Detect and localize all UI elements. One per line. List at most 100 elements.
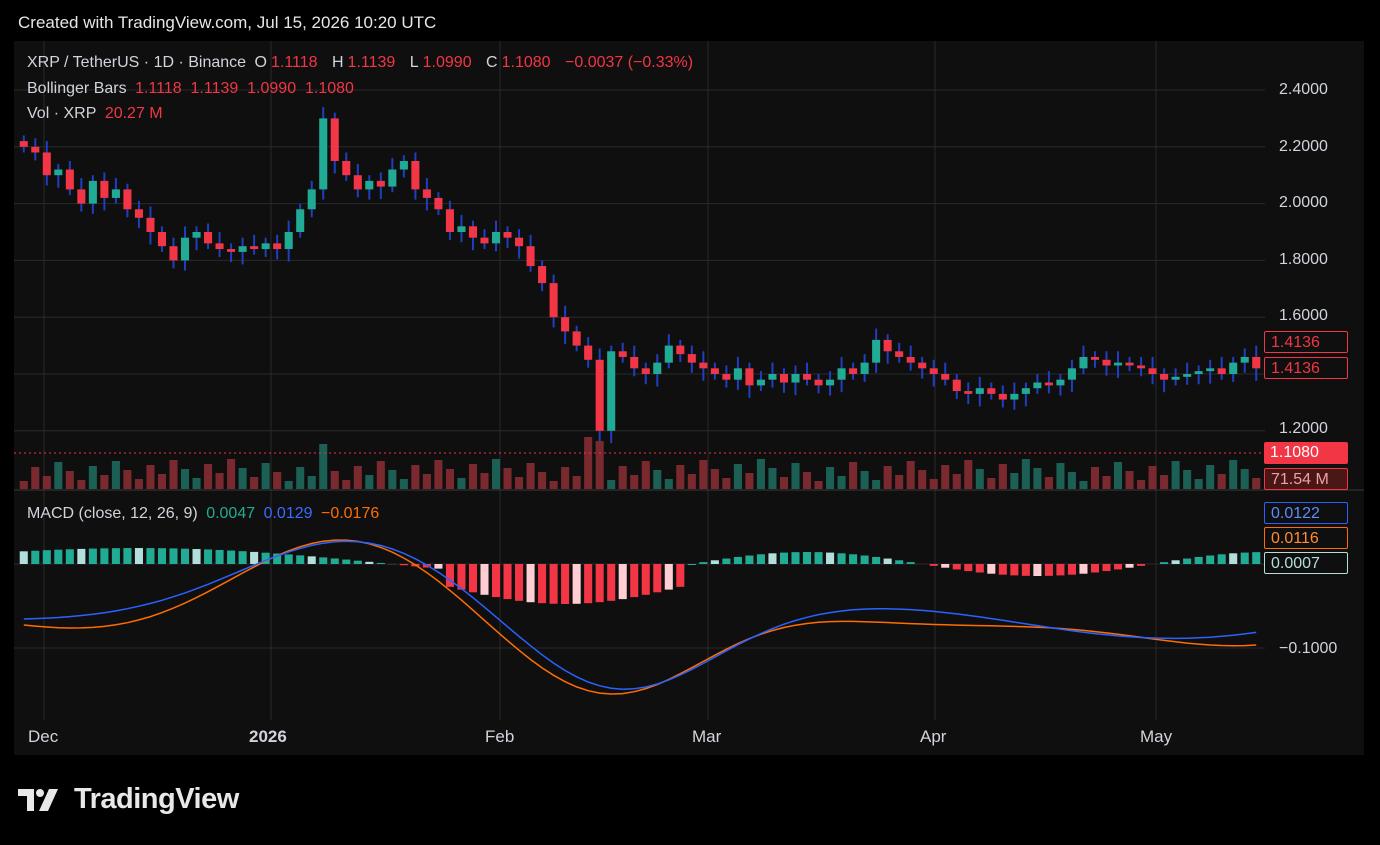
volume-bar bbox=[1113, 462, 1123, 489]
created-line: Created with TradingView.com, Jul 15, 20… bbox=[18, 13, 437, 32]
time-label-may: May bbox=[1140, 727, 1173, 746]
volume-bar bbox=[503, 468, 512, 489]
macd-histogram-bar bbox=[515, 564, 524, 601]
macd-histogram-bar bbox=[595, 564, 604, 603]
volume-bar bbox=[19, 481, 28, 489]
macd-histogram-bar bbox=[480, 564, 489, 595]
volume-bar bbox=[1183, 470, 1192, 489]
volume-bar bbox=[1137, 480, 1146, 489]
candle-body bbox=[1044, 382, 1053, 386]
volume-bar bbox=[756, 459, 765, 489]
volume-bar bbox=[722, 478, 731, 489]
volume-bar bbox=[261, 463, 270, 489]
macd-histogram-bar bbox=[779, 552, 789, 564]
macd-histogram-bar bbox=[975, 564, 984, 573]
candle-body bbox=[814, 379, 823, 386]
volume-bar bbox=[872, 480, 881, 489]
candle-body bbox=[918, 362, 927, 369]
volume-bar bbox=[699, 460, 708, 489]
macd-histogram-bar bbox=[1217, 554, 1226, 564]
volume-bar bbox=[1217, 474, 1226, 489]
volume-bar bbox=[860, 471, 869, 489]
bb-lower-tag: 1.4136 bbox=[1264, 357, 1348, 379]
macd-histogram-bar bbox=[561, 564, 570, 604]
candle-body bbox=[192, 232, 201, 238]
macd-histogram-bar bbox=[826, 552, 835, 564]
macd-histogram-bar bbox=[607, 564, 616, 601]
candle-body bbox=[54, 169, 63, 176]
price-label-2.4: 2.4000 bbox=[1279, 81, 1328, 98]
low-value: 1.0990 bbox=[422, 54, 472, 71]
candle-body bbox=[722, 374, 731, 380]
volume-bar bbox=[353, 466, 362, 489]
macd-histogram-bar bbox=[791, 552, 800, 564]
candle-body bbox=[791, 374, 800, 383]
candle-body bbox=[491, 232, 501, 244]
macd-histogram-bar bbox=[584, 564, 593, 604]
macd-histogram-bar bbox=[1113, 564, 1123, 570]
macd-histogram-bar bbox=[687, 564, 696, 565]
macd-line bbox=[23, 540, 1257, 690]
macd-histogram-bar bbox=[238, 551, 247, 564]
candle-body bbox=[768, 374, 777, 380]
candle-body bbox=[146, 217, 155, 232]
volume-bar bbox=[641, 461, 650, 489]
candle-body bbox=[1229, 362, 1238, 374]
candle-body bbox=[284, 232, 293, 250]
candle-body bbox=[445, 209, 454, 232]
macd-histogram-bar bbox=[1194, 556, 1203, 564]
candle-body bbox=[699, 362, 708, 369]
candle-body bbox=[653, 362, 662, 374]
open-value: 1.1118 bbox=[270, 54, 318, 71]
volume-bar bbox=[883, 466, 892, 489]
candle-body bbox=[134, 209, 143, 218]
macd-histogram-bar bbox=[860, 555, 869, 564]
volume-bar bbox=[687, 474, 696, 489]
volume-bar bbox=[1102, 476, 1111, 489]
macd-histogram-bar bbox=[376, 562, 385, 564]
candle-body bbox=[664, 345, 673, 363]
volume-bar bbox=[273, 472, 282, 489]
candle-body bbox=[1125, 362, 1134, 366]
volume-bar bbox=[31, 467, 40, 489]
volume-bar bbox=[826, 467, 835, 489]
macd-histogram-bar bbox=[883, 558, 892, 564]
time-label-apr: Apr bbox=[920, 727, 947, 746]
candle-body bbox=[215, 243, 224, 250]
volume-bar bbox=[895, 475, 904, 489]
macd-histogram-bar bbox=[1033, 564, 1042, 576]
volume-bar bbox=[849, 462, 858, 489]
chart-panel[interactable] bbox=[14, 41, 1364, 755]
macd-histogram-bar bbox=[952, 564, 961, 570]
volume-bar bbox=[733, 464, 742, 489]
macd-histogram-bar bbox=[745, 555, 754, 564]
candle-body bbox=[250, 246, 259, 250]
volume-bar bbox=[768, 468, 777, 489]
macd-tag: 0.0122 bbox=[1264, 502, 1348, 524]
volume-bar bbox=[134, 479, 143, 489]
macd-histogram-bar bbox=[111, 548, 120, 564]
candle-body bbox=[503, 232, 512, 238]
volume-bar bbox=[664, 479, 673, 489]
macd-hist-value: 0.0047 bbox=[206, 505, 256, 522]
candle-body bbox=[227, 249, 236, 252]
macd-histogram-bar bbox=[123, 548, 132, 564]
volume-bar bbox=[515, 477, 524, 489]
candle-body bbox=[802, 374, 812, 380]
time-label-feb: Feb bbox=[485, 727, 515, 746]
macd-histogram-bar bbox=[330, 558, 339, 564]
volume-bar bbox=[1160, 475, 1169, 489]
volume-bar bbox=[100, 475, 109, 489]
candle-body bbox=[1217, 368, 1226, 374]
macd-histogram-bar bbox=[146, 548, 155, 564]
candle-body bbox=[1183, 374, 1192, 377]
macd-histogram-bar bbox=[676, 564, 685, 587]
candle-body bbox=[1240, 356, 1249, 363]
candle-body bbox=[756, 379, 765, 386]
macd-histogram-bar bbox=[457, 564, 466, 590]
candle-body bbox=[618, 351, 627, 357]
candle-body bbox=[204, 232, 213, 244]
macd-histogram-bar bbox=[296, 555, 305, 564]
volume-bar bbox=[1010, 473, 1019, 489]
